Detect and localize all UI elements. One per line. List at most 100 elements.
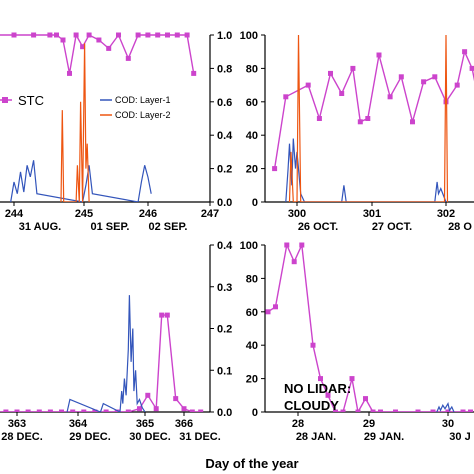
y-tick-label: 100 [240, 240, 258, 252]
stc-point [333, 409, 338, 412]
stc-point [376, 52, 382, 58]
y-tick-label: 40 [246, 340, 258, 352]
stc-point [387, 94, 393, 100]
stc-point [299, 242, 305, 248]
stc-point [86, 32, 92, 38]
stc-point [445, 409, 451, 412]
stc-point [432, 74, 438, 80]
x-tick-label: 302 [437, 208, 455, 220]
date-label: 31 DEC. [179, 431, 221, 443]
y-tick-label: 20 [246, 374, 258, 386]
y-tick-label: 20 [246, 164, 258, 176]
plot-area [265, 242, 473, 412]
plot-area [272, 34, 474, 202]
stc-point [340, 409, 346, 412]
stc-point [325, 392, 331, 398]
y2-tick-label: 0.3 [217, 282, 232, 294]
legend-layer1-label: COD: Layer-1 [115, 95, 171, 105]
stc-point [47, 409, 53, 412]
y-tick-label: 60 [246, 307, 258, 319]
panel-top-left: 244 245 246 247 31 AUG. 01 SEP. 02 SEP. 0.0 0.2 0… [0, 30, 233, 233]
y2-tick-label: 0.2 [217, 164, 232, 176]
stc-point [36, 409, 42, 412]
y2-tick-label: 0.4 [217, 130, 233, 142]
stc-point [67, 70, 72, 76]
stc-point [265, 309, 271, 315]
stc-point [11, 32, 17, 38]
y2-tick-label: 0.0 [217, 197, 232, 209]
stc-point [174, 32, 180, 38]
x-tick-label: 28 [292, 418, 304, 430]
stc-point [273, 304, 278, 310]
stc-point [137, 406, 142, 412]
stc-point [430, 409, 436, 412]
series-line-layer1 [66, 295, 146, 412]
stc-point [469, 65, 474, 71]
stc-point [318, 376, 323, 382]
y2-tick-label: 0.1 [217, 365, 232, 377]
stc-point [189, 409, 195, 412]
x-tick-label: 29 [363, 418, 375, 430]
stc-point [70, 409, 76, 412]
stc-point [81, 409, 87, 412]
stc-point [47, 32, 53, 38]
series-line-layer2 [60, 43, 90, 202]
date-label: 01 SEP. [91, 221, 130, 233]
date-label: 28 O [448, 221, 472, 233]
stc-point [165, 32, 170, 38]
stc-point [349, 376, 355, 382]
stc-point [328, 70, 333, 76]
stc-point [339, 91, 345, 96]
stc-point [272, 166, 278, 172]
x-tick-label: 246 [139, 208, 157, 220]
stc-point [355, 409, 361, 412]
legend-stc-label: STC [18, 93, 44, 108]
stc-point [365, 116, 371, 121]
y2-tick-label: 0.2 [217, 324, 232, 336]
stc-point [378, 409, 383, 412]
stc-point [316, 116, 322, 121]
stc-point [415, 409, 421, 412]
x-tick-label: 301 [363, 208, 381, 220]
y2-tick-label: 1.0 [217, 30, 232, 42]
y-tick-label: 100 [240, 30, 258, 42]
annotation-line-2: CLOUDY [284, 398, 339, 413]
stc-point [283, 94, 289, 100]
y-tick-label: 0 [252, 197, 258, 209]
panel-bottom-right: 28 29 30 28 JAN. 29 JAN. 30 J 0 20 40 60 80 100 [240, 240, 474, 443]
stc-point [125, 55, 131, 61]
date-label: 29 JAN. [364, 431, 404, 443]
stc-point [153, 406, 159, 412]
y-tick-label: 40 [246, 130, 258, 142]
stc-point [54, 32, 59, 38]
stc-point [103, 409, 109, 412]
stc-point [393, 409, 398, 412]
y2-tick-label: 0.6 [217, 97, 232, 109]
x-tick-label: 366 [175, 418, 193, 430]
stc-point [198, 409, 204, 412]
date-label: 30 J [449, 431, 470, 443]
x-tick-label: 365 [136, 418, 154, 430]
stc-point [145, 392, 151, 398]
series-line-layer1 [436, 401, 455, 412]
panel-top-right: 300 301 302 26 OCT. 27 OCT. 28 O 0 20 40 60 80 100 [240, 30, 474, 233]
stc-point [145, 32, 151, 38]
date-label: 31 AUG. [19, 221, 61, 233]
date-label: 29 DEC. [69, 431, 111, 443]
stc-point [25, 409, 31, 412]
series-line-layer1 [10, 160, 152, 202]
y-tick-label: 0 [252, 407, 258, 419]
y-tick-label: 60 [246, 97, 258, 109]
stc-point [125, 409, 131, 412]
stc-point [159, 312, 165, 318]
stc-point [164, 312, 170, 318]
stc-point [370, 409, 376, 412]
stc-point [135, 32, 141, 38]
stc-point [398, 74, 404, 80]
stc-point [462, 49, 468, 55]
stc-point [92, 409, 98, 412]
stc-point [284, 242, 290, 248]
stc-point [155, 32, 161, 38]
stc-point [460, 409, 466, 412]
